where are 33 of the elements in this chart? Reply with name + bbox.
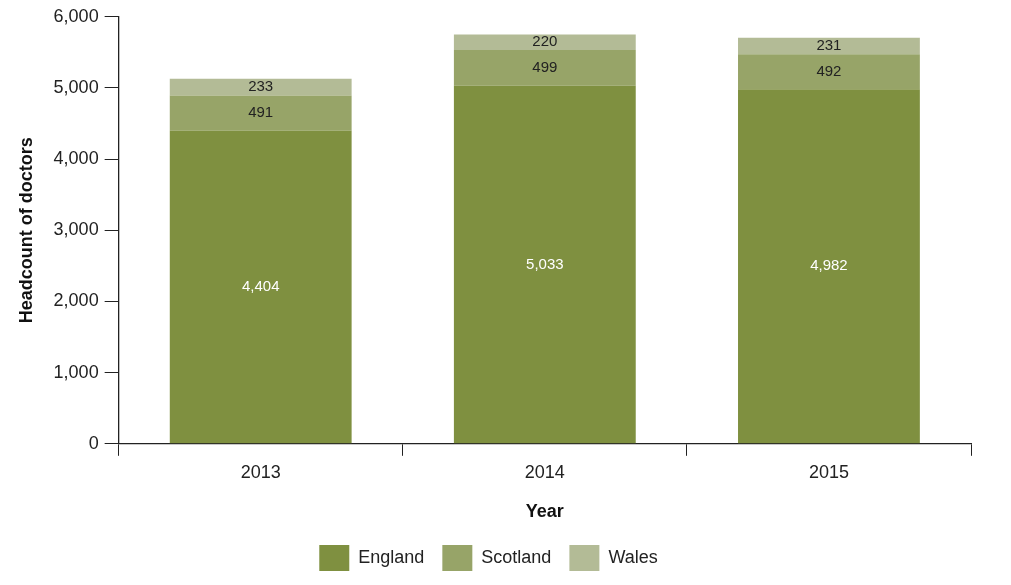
x-tick-label: 2013 [240,461,281,482]
data-label: 233 [248,77,274,95]
x-tick-label: 2015 [808,461,849,482]
x-tick-label: 2014 [524,461,565,482]
y-axis-title: Headcount of doctors [15,137,36,324]
bar [169,78,352,96]
y-tick-label: 5,000 [53,76,99,97]
data-label: 231 [816,36,842,54]
bar [738,54,920,90]
y-tick-label: 2,000 [53,290,99,311]
data-label: 499 [532,58,558,75]
bar [453,50,636,86]
legend-label: Wales [608,546,658,567]
bar [169,95,352,131]
bar [169,130,352,444]
bar [453,34,636,51]
y-tick-label: 1,000 [53,361,99,382]
bar [738,89,920,444]
y-tick-label: 3,000 [53,219,99,240]
data-label: 5,033 [526,254,564,272]
data-label: 4,404 [241,276,280,294]
data-label: 491 [248,103,274,121]
legend-label: Scotland [481,546,552,567]
legend-label: England [358,546,425,567]
data-label: 492 [816,61,842,79]
x-axis-title: Year [525,501,564,522]
bar [738,37,920,55]
data-label: 220 [532,32,558,50]
y-tick-label: 0 [88,432,99,453]
data-label: 4,982 [810,256,848,274]
y-tick-label: 6,000 [53,5,99,26]
bar [453,85,636,444]
y-tick-label: 4,000 [53,148,99,169]
